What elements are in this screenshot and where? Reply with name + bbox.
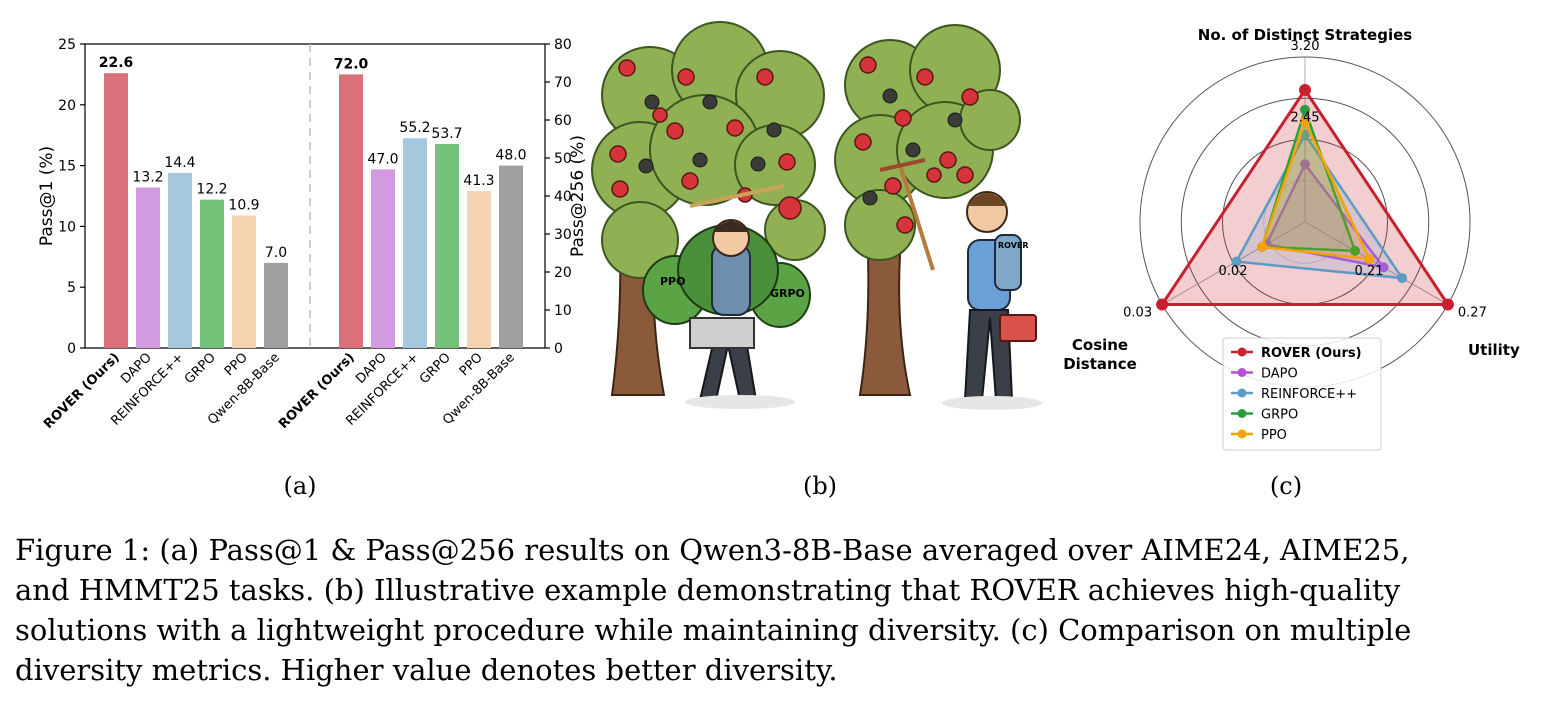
bar bbox=[403, 138, 427, 348]
bar bbox=[200, 199, 224, 348]
right-y-tick-label: 80 bbox=[554, 37, 572, 53]
bar-value-label: 48.0 bbox=[495, 148, 526, 164]
left-y-tick-label: 20 bbox=[58, 98, 76, 114]
legend-label: PPO bbox=[1261, 428, 1287, 443]
panel-label-b: (b) bbox=[803, 472, 837, 500]
right-y-tick-label: 50 bbox=[554, 151, 572, 167]
legend-label: GRPO bbox=[1261, 408, 1298, 423]
bar-value-label: 12.2 bbox=[196, 182, 227, 198]
bar-value-label: 22.6 bbox=[99, 55, 134, 71]
right-y-tick-label: 70 bbox=[554, 75, 572, 91]
radar-point bbox=[1441, 298, 1454, 311]
right-y-tick-label: 0 bbox=[554, 341, 563, 357]
caption-line: and HMMT25 tasks. (b) Illustrative examp… bbox=[15, 573, 1401, 607]
grpo-pack-label: GRPO bbox=[770, 287, 805, 300]
left-y-tick-label: 0 bbox=[67, 341, 76, 357]
legend-swatch-marker bbox=[1237, 347, 1247, 357]
radar-axis-title: Distance bbox=[1063, 355, 1137, 373]
right-y-tick-label: 30 bbox=[554, 227, 572, 243]
bar bbox=[499, 165, 523, 348]
left-y-tick-label: 15 bbox=[58, 159, 76, 175]
radar-axis-max-label: 3.20 bbox=[1291, 39, 1320, 54]
left-y-tick-label: 5 bbox=[67, 280, 76, 296]
legend-swatch-marker bbox=[1237, 388, 1247, 398]
left-y-tick-label: 10 bbox=[58, 219, 76, 235]
caption-line: solutions with a lightweight procedure w… bbox=[15, 613, 1412, 647]
radar-spoke bbox=[1304, 221, 1449, 305]
bar bbox=[232, 215, 256, 348]
radar-point bbox=[1300, 116, 1310, 127]
radar-series-area bbox=[1260, 118, 1372, 261]
left-y-axis-label: Pass@1 (%) bbox=[37, 146, 57, 246]
bar-value-label: 13.2 bbox=[132, 169, 163, 185]
radar-point bbox=[1257, 241, 1268, 252]
bar bbox=[371, 169, 395, 348]
radar-axis-title: No. of Distinct Strategies bbox=[1198, 26, 1413, 44]
bar-value-label: 53.7 bbox=[431, 126, 462, 142]
panel-label-a: (a) bbox=[283, 472, 316, 500]
right-y-axis-label: Pass@256 (%) bbox=[568, 135, 588, 257]
legend-swatch-marker bbox=[1237, 429, 1247, 439]
bar-value-label: 41.3 bbox=[463, 173, 494, 189]
radar-series-area bbox=[1264, 161, 1387, 270]
figure-caption: Figure 1: (a) Pass@1 & Pass@256 results … bbox=[15, 530, 1555, 690]
bar bbox=[435, 143, 459, 348]
bar-category-label: GRPO bbox=[182, 350, 219, 387]
radar-chart: 3.20 0.27 0.03 2.45 0.21 0.02 No. of Distinct … bbox=[1063, 26, 1520, 451]
bar bbox=[339, 74, 363, 349]
left-y-tick-label: 25 bbox=[58, 37, 76, 53]
bar bbox=[168, 172, 192, 348]
right-y-tick-label: 60 bbox=[554, 113, 572, 129]
bar-value-label: 10.9 bbox=[228, 197, 259, 213]
legend-label: REINFORCE++ bbox=[1261, 387, 1357, 402]
illustration-rover-worker: ROVER bbox=[834, 24, 1042, 410]
bar-value-label: 7.0 bbox=[265, 245, 287, 261]
radar-point bbox=[1350, 245, 1361, 256]
legend-label: DAPO bbox=[1261, 367, 1298, 382]
bar bbox=[136, 187, 160, 348]
right-y-tick-label: 20 bbox=[554, 265, 572, 281]
radar-inner-label: 0.02 bbox=[1219, 264, 1248, 279]
radar-series-area bbox=[1260, 105, 1357, 253]
caption-line: Figure 1: (a) Pass@1 & Pass@256 results … bbox=[15, 533, 1410, 567]
panel-label-c: (c) bbox=[1270, 472, 1302, 500]
radar-point bbox=[1299, 84, 1311, 96]
bar bbox=[264, 262, 288, 348]
radar-point bbox=[1300, 104, 1310, 115]
radar-point bbox=[1397, 273, 1408, 284]
legend-swatch-marker bbox=[1237, 409, 1247, 418]
bar-value-label: 47.0 bbox=[367, 151, 398, 167]
radar-axis-title: Cosine bbox=[1072, 336, 1128, 354]
radar-inner-label: 2.45 bbox=[1291, 111, 1320, 126]
legend-label: ROVER (Ours) bbox=[1261, 346, 1362, 361]
radar-axis-title: Utility bbox=[1468, 341, 1520, 359]
bar bbox=[467, 191, 491, 348]
ppo-pack-label: PPO bbox=[660, 275, 685, 288]
radar-point bbox=[1364, 254, 1375, 265]
caption-line: diversity metrics. Higher value denotes … bbox=[15, 653, 838, 687]
right-y-tick-label: 10 bbox=[554, 303, 572, 319]
radar-point bbox=[1378, 262, 1389, 273]
rover-backpack-label: ROVER bbox=[998, 241, 1029, 250]
bar-value-label: 72.0 bbox=[334, 56, 369, 72]
radar-axis-max-label: 0.27 bbox=[1458, 306, 1487, 321]
right-y-tick-label: 40 bbox=[554, 189, 572, 205]
radar-point bbox=[1156, 298, 1169, 311]
radar-point bbox=[1300, 159, 1310, 170]
illustration-ppo-grpo-worker: PPO GRPO bbox=[591, 21, 826, 409]
legend-swatch-marker bbox=[1237, 368, 1247, 377]
radar-legend-box bbox=[1222, 337, 1382, 451]
radar-inner-label: 0.21 bbox=[1355, 264, 1384, 279]
bar-value-label: 14.4 bbox=[164, 155, 195, 171]
radar-series-area bbox=[1159, 87, 1451, 306]
radar-axis-max-label: 0.03 bbox=[1123, 306, 1152, 321]
radar-point bbox=[1231, 256, 1242, 267]
bar bbox=[104, 73, 128, 349]
bar-category-label: GRPO bbox=[417, 350, 454, 387]
bar-value-label: 55.2 bbox=[399, 120, 430, 136]
